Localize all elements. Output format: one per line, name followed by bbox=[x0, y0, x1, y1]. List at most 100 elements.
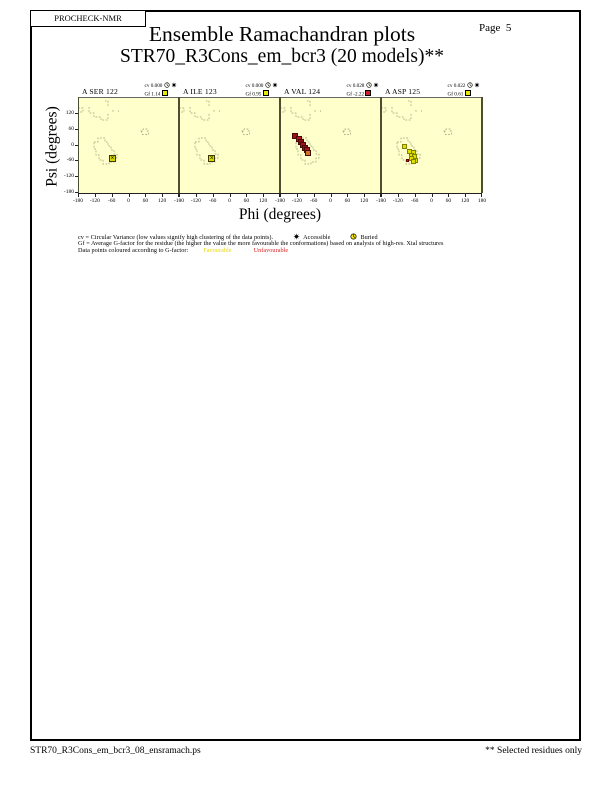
x-tick-mark bbox=[381, 194, 382, 197]
cv-value: cv 0.000 bbox=[144, 82, 163, 89]
x-tick-label: 60 bbox=[243, 198, 250, 204]
page-number: Page 5 bbox=[479, 22, 512, 34]
x-tick-mark bbox=[229, 194, 231, 197]
x-tick-label: -60 bbox=[208, 198, 217, 204]
x-tick-mark bbox=[111, 194, 113, 197]
y-tick-mark bbox=[75, 112, 78, 114]
data-point: × bbox=[208, 153, 216, 162]
star-icon bbox=[272, 82, 278, 88]
subplot-header: A ILE 123 cv 0.000 Gf 0.95 bbox=[179, 80, 280, 97]
page-subtitle: STR70_R3Cons_em_bcr3 (20 models)** bbox=[120, 46, 444, 67]
x-tick-label: 120 bbox=[461, 198, 470, 204]
gf-value: Gf 1.14 bbox=[144, 91, 161, 98]
selected-residues-note: ** Selected residues only bbox=[485, 746, 582, 756]
legend-unfavourable-label: Unfavourable bbox=[253, 247, 289, 254]
x-tick-label: 0 bbox=[329, 198, 332, 204]
x-tick-mark bbox=[179, 194, 180, 197]
x-tick-mark bbox=[313, 194, 315, 197]
page-title: Ensemble Ramachandran plots bbox=[148, 22, 416, 46]
y-tick-label: -180 bbox=[63, 189, 74, 195]
y-tick-label: 60 bbox=[68, 125, 75, 132]
data-point bbox=[402, 143, 408, 149]
y-tick-label: 0 bbox=[71, 141, 74, 148]
subplot-header: A VAL 124 cv 0.028 Gf -2.22 bbox=[280, 80, 381, 97]
x-tick-label: 0 bbox=[127, 198, 130, 204]
x-tick-label: -120 bbox=[89, 198, 100, 204]
x-tick-label: -60 bbox=[309, 198, 318, 204]
x-tick-label: -120 bbox=[392, 198, 403, 204]
x-tick-label: -60 bbox=[410, 198, 419, 204]
y-tick-mark bbox=[75, 192, 78, 193]
star-icon bbox=[373, 82, 379, 88]
x-tick-mark bbox=[195, 194, 197, 197]
data-point: × bbox=[109, 153, 116, 162]
y-tick-mark bbox=[75, 144, 78, 146]
data-point bbox=[304, 149, 311, 156]
legend-gf-text: Gf = Average G-factor for the residue (t… bbox=[78, 240, 444, 247]
x-tick-label: 60 bbox=[445, 198, 452, 204]
data-point bbox=[292, 132, 299, 139]
star-icon bbox=[474, 82, 480, 88]
allowed-regions-outline bbox=[280, 100, 351, 165]
x-tick-mark bbox=[246, 194, 248, 197]
x-tick-label: -180 bbox=[72, 198, 84, 204]
star-icon bbox=[171, 82, 177, 88]
x-tick-mark bbox=[465, 194, 467, 197]
procheck-nmr-badge: PROCHECK-NMR bbox=[30, 10, 146, 27]
cv-gf-values: cv 0.022 Gf 0.61 bbox=[448, 82, 480, 98]
clock-icon bbox=[366, 82, 372, 88]
gf-status-swatch bbox=[365, 89, 372, 96]
x-tick-label: -120 bbox=[291, 198, 302, 204]
x-tick-mark bbox=[364, 194, 366, 197]
residue-label: A VAL 124 bbox=[284, 87, 321, 96]
legend-cv-text: cv = Circular Variance (low values signi… bbox=[78, 234, 274, 241]
cv-gf-values: cv 0.000 Gf 0.95 bbox=[246, 82, 278, 98]
y-tick-mark bbox=[75, 176, 78, 178]
x-tick-label: -120 bbox=[190, 198, 201, 204]
x-tick-label: 120 bbox=[259, 198, 268, 204]
x-tick-mark bbox=[330, 194, 332, 197]
legend-line-gf: Gf = Average G-factor for the residue (t… bbox=[78, 240, 443, 247]
allowed-regions-outline bbox=[381, 100, 452, 165]
x-tick-mark bbox=[448, 194, 450, 197]
allowed-regions-outline bbox=[179, 100, 250, 165]
x-tick-mark bbox=[397, 194, 399, 197]
x-tick-mark bbox=[128, 194, 130, 197]
clock-icon bbox=[265, 82, 271, 88]
legend-points-text: Data points coloured according to G-fact… bbox=[78, 247, 189, 254]
x-tick-mark bbox=[296, 194, 298, 197]
x-tick-mark bbox=[347, 194, 349, 197]
x-tick-mark bbox=[263, 194, 265, 197]
plot-axis-line bbox=[380, 97, 382, 193]
x-tick-label: 0 bbox=[430, 198, 433, 204]
plot-axis-line bbox=[279, 97, 281, 193]
x-tick-mark bbox=[431, 194, 433, 197]
ramachandran-subplot-3: -180 -120 -60 0 60 120 bbox=[275, 97, 381, 204]
ramachandran-subplot-1: × -180 -120 -60 0 60 120 bbox=[73, 97, 179, 204]
residue-label: A ILE 123 bbox=[183, 87, 217, 96]
x-tick-mark bbox=[145, 194, 147, 197]
filename-footer: STR70_R3Cons_em_bcr3_08_ensramach.ps bbox=[30, 746, 201, 756]
residue-label: A ASP 125 bbox=[385, 87, 421, 96]
allowed-regions-outline bbox=[78, 100, 149, 165]
x-tick-mark bbox=[380, 194, 381, 197]
x-tick-label: 0 bbox=[228, 198, 231, 204]
data-point bbox=[410, 159, 416, 165]
x-tick-label: 60 bbox=[142, 198, 149, 204]
plot-axis-line bbox=[78, 97, 79, 193]
gf-status-swatch bbox=[262, 89, 269, 96]
clock-icon bbox=[164, 82, 170, 88]
gf-value: Gf 0.61 bbox=[447, 91, 464, 98]
x-tick-mark bbox=[78, 194, 79, 197]
ramachandran-subplot-2: × -180 -120 -60 0 60 120 bbox=[174, 97, 280, 204]
x-tick-label: -60 bbox=[107, 198, 116, 204]
x-tick-label: -180 bbox=[375, 198, 387, 204]
x-axis-label: Phi (degrees) bbox=[238, 206, 322, 223]
x-tick-label: 120 bbox=[158, 198, 167, 204]
x-tick-mark bbox=[212, 194, 214, 197]
legend-favourable-label: Favourable bbox=[203, 247, 232, 254]
legend-line-points: Data points coloured according to G-fact… bbox=[78, 247, 288, 254]
gf-value: Gf -2.22 bbox=[346, 91, 365, 98]
y-tick-label: -60 bbox=[66, 157, 74, 164]
gf-value: Gf 0.95 bbox=[245, 91, 262, 98]
